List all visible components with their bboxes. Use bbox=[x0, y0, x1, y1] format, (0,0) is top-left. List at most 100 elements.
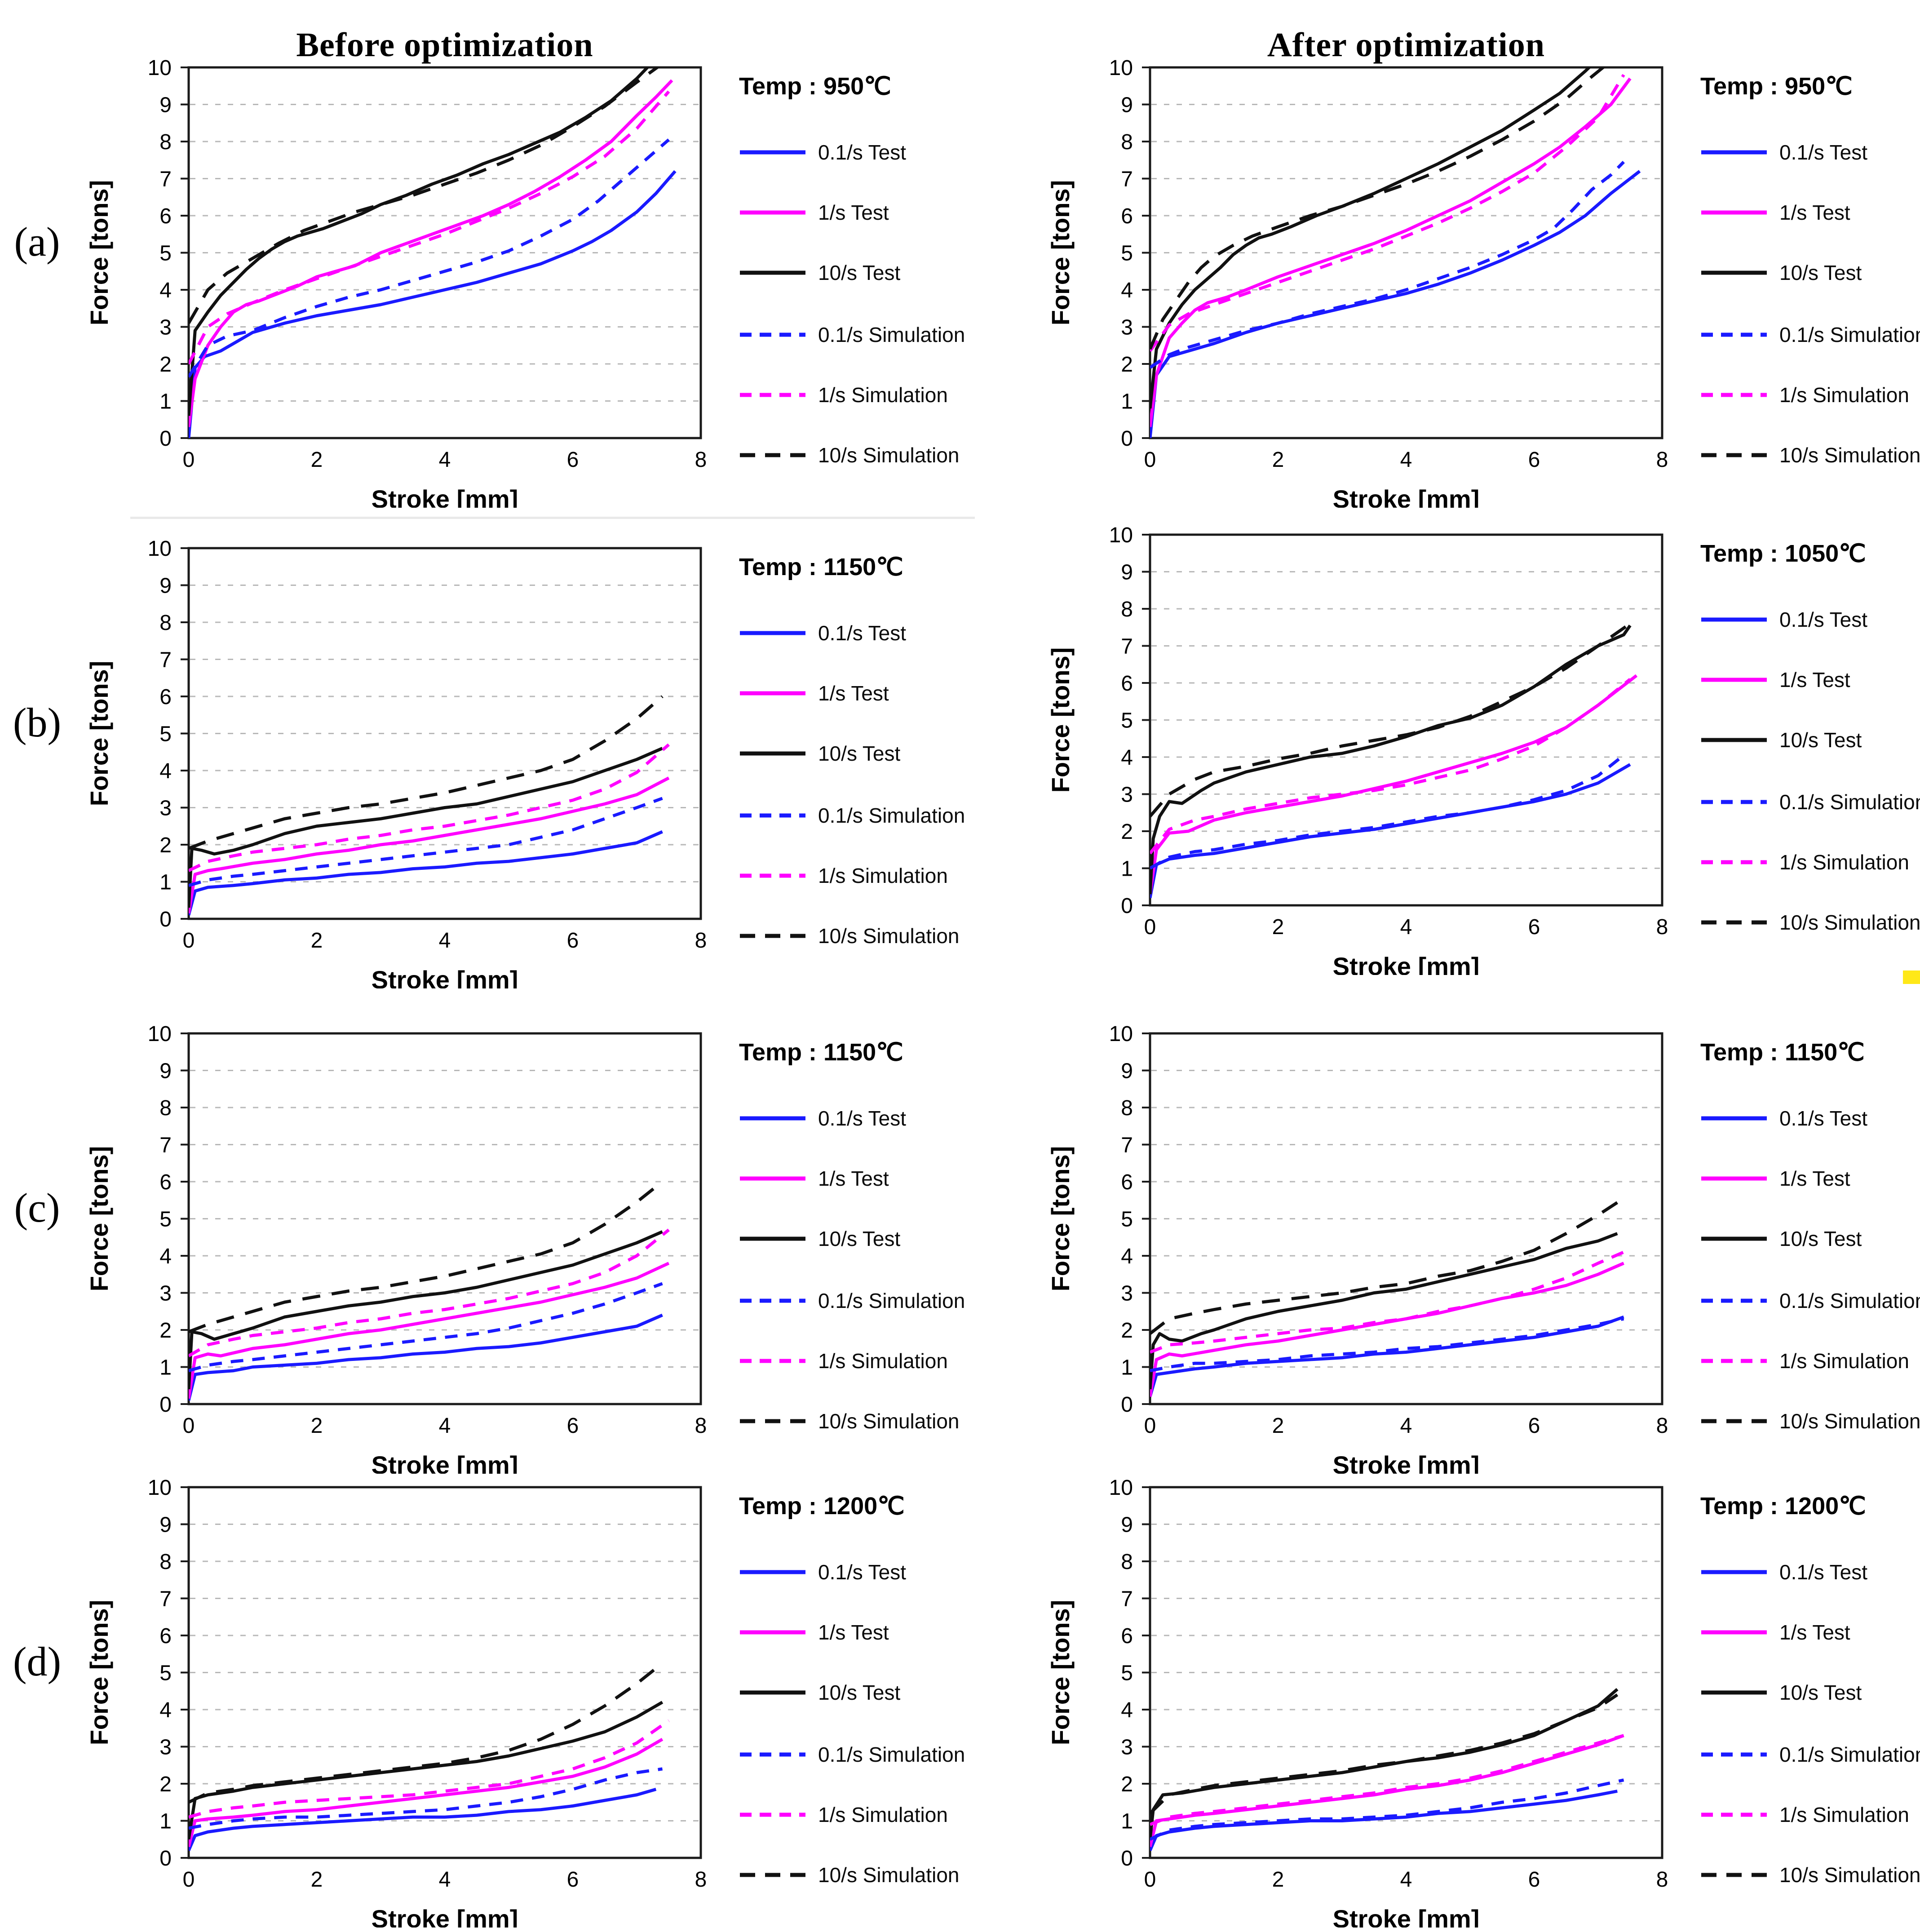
legend-item: 1/s Simulation bbox=[739, 855, 955, 896]
series-line-1-s-test bbox=[1150, 77, 1632, 427]
y-tick-label: 3 bbox=[1121, 1282, 1133, 1306]
x-tick-label: 8 bbox=[1656, 1414, 1668, 1438]
panel-c-after: 0 1 2 3 4 5 6 7 8 9 10 0 2 4 6 8 Stroke [mm] Force [tons]… bbox=[961, 1009, 1920, 1479]
series-line-1-s-simulation bbox=[1150, 74, 1625, 352]
y-tick-label: 9 bbox=[159, 1513, 172, 1537]
y-tick-label: 2 bbox=[159, 1319, 172, 1343]
before-optimization-title: Before optimization bbox=[296, 26, 593, 64]
y-tick-label: 10 bbox=[148, 1476, 172, 1500]
panel-d-after: 0 1 2 3 4 5 6 7 8 9 10 0 2 4 6 8 Stroke [mm] Force [tons]… bbox=[961, 1462, 1920, 1932]
legend-item: 0.1/s Simulation bbox=[1700, 314, 1920, 355]
legend-1-s-simulation-line-icon bbox=[740, 873, 805, 878]
y-tick-label: 3 bbox=[159, 1736, 172, 1759]
x-axis-label: Stroke [mm] bbox=[1333, 1905, 1480, 1928]
legend-10-s-simulation-line-icon bbox=[1701, 1419, 1767, 1423]
x-tick-label: 4 bbox=[439, 1868, 451, 1892]
y-axis: 0 1 2 3 4 5 6 7 8 9 10 bbox=[1109, 1022, 1150, 1417]
y-tick-label: 2 bbox=[159, 833, 172, 857]
after-optimization-title: After optimization bbox=[1267, 26, 1545, 64]
legend-1-s-test-line-icon bbox=[740, 691, 805, 696]
x-tick-label: 8 bbox=[695, 1868, 707, 1892]
y-tick-label: 0 bbox=[1121, 1847, 1133, 1870]
x-tick-label: 6 bbox=[567, 1868, 579, 1892]
y-tick-label: 10 bbox=[1109, 1022, 1133, 1046]
legend-item-label: 1/s Simulation bbox=[1779, 383, 1909, 407]
legend-item: 0.1/s Test bbox=[1700, 1098, 1916, 1139]
y-tick-label: 1 bbox=[159, 1810, 172, 1834]
legend-0-1-s-simulation-line-icon bbox=[740, 1752, 805, 1757]
series-line-1-s-test bbox=[189, 1737, 664, 1848]
legend-item: 1/s Simulation bbox=[1700, 1340, 1916, 1382]
legend-item-label: 1/s Test bbox=[1779, 201, 1850, 224]
x-axis-label: Stroke [mm] bbox=[372, 1905, 518, 1928]
legend-list: 0.1/s Test 1/s Test 10/s Test 0.1/s Simulat… bbox=[1700, 132, 1920, 476]
legend-10-s-simulation-line-icon bbox=[1701, 453, 1767, 457]
x-tick-label: 8 bbox=[1656, 1868, 1668, 1892]
legend-list: 0.1/s Test 1/s Test 10/s Test 0.1/s Simulat… bbox=[739, 132, 965, 476]
chart-b-after-plot: 0 1 2 3 4 5 6 7 8 9 10 0 2 4 6 8 Stroke [mm] Force [tons] bbox=[1038, 510, 1685, 980]
legend-list: 0.1/s Test 1/s Test 10/s Test 0.1/s Simulat… bbox=[1700, 599, 1920, 943]
y-tick-label: 2 bbox=[1121, 1772, 1133, 1796]
y-tick-label: 8 bbox=[1121, 598, 1133, 621]
y-tick-label: 0 bbox=[1121, 1393, 1133, 1417]
y-axis-label: Force [tons] bbox=[85, 1146, 113, 1292]
legend-0-1-s-simulation-line-icon bbox=[1701, 332, 1767, 337]
y-tick-label: 4 bbox=[1121, 279, 1133, 302]
y-axis: 0 1 2 3 4 5 6 7 8 9 10 bbox=[148, 1476, 189, 1870]
series-line-1-s-test bbox=[1150, 674, 1638, 895]
y-tick-label: 10 bbox=[1109, 56, 1133, 80]
y-tick-label: 3 bbox=[159, 1282, 172, 1306]
y-tick-label: 7 bbox=[1121, 168, 1133, 191]
series-line-1-s-simulation bbox=[189, 90, 670, 365]
y-tick-label: 9 bbox=[159, 574, 172, 598]
legend-item: 1/s Simulation bbox=[1700, 1794, 1916, 1835]
series-line-10-s-test bbox=[1150, 1232, 1618, 1390]
series-line-0-1-s-simulation bbox=[189, 138, 670, 378]
legend-item: 0.1/s Test bbox=[1700, 1551, 1916, 1593]
series-curves bbox=[189, 67, 677, 438]
y-tick-label: 2 bbox=[1121, 1319, 1133, 1343]
legend-item-label: 0.1/s Simulation bbox=[1779, 1289, 1920, 1312]
y-tick-label: 9 bbox=[159, 1059, 172, 1083]
legend-0-1-s-test-line-icon bbox=[1701, 617, 1767, 622]
legend-1-s-test-line-icon bbox=[1701, 1630, 1767, 1635]
series-line-1-s-test bbox=[1150, 1734, 1624, 1848]
legend-10-s-test-line-icon bbox=[1701, 738, 1767, 742]
legend-item: 10/s Simulation bbox=[1700, 434, 1920, 476]
legend-item-label: 10/s Test bbox=[818, 1681, 901, 1704]
legend-item-label: 1/s Test bbox=[818, 1167, 889, 1190]
y-tick-label: 4 bbox=[159, 1245, 172, 1268]
legend-item: 1/s Test bbox=[739, 192, 955, 233]
y-tick-label: 4 bbox=[1121, 746, 1133, 770]
y-tick-label: 3 bbox=[1121, 316, 1133, 340]
panel-d-before: (d) 0 1 2 3 4 5 6 7 8 9 10 0 2 4 6 8 Stroke [mm] Force [t… bbox=[0, 1462, 965, 1932]
x-tick-label: 4 bbox=[439, 448, 451, 472]
chart-c-after-plot: 0 1 2 3 4 5 6 7 8 9 10 0 2 4 6 8 Stroke [mm] Force [tons] bbox=[1038, 1009, 1685, 1479]
plot-frame bbox=[187, 66, 702, 439]
y-tick-label: 8 bbox=[1121, 1096, 1133, 1120]
legend-10-s-simulation-line-icon bbox=[740, 1419, 805, 1423]
series-line-10-s-test bbox=[189, 1701, 664, 1840]
legend-item-label: 10/s Simulation bbox=[1779, 911, 1920, 934]
legend-list: 0.1/s Test 1/s Test 10/s Test 0.1/s Simulat… bbox=[739, 1551, 965, 1896]
legend-item: 10/s Simulation bbox=[1700, 902, 1920, 943]
y-tick-label: 6 bbox=[159, 685, 172, 709]
x-axis: 0 2 4 6 8 bbox=[183, 1868, 707, 1892]
legend-list: 0.1/s Test 1/s Test 10/s Test 0.1/s Simulat… bbox=[1700, 1098, 1920, 1442]
y-tick-label: 7 bbox=[159, 1134, 172, 1157]
y-tick-label: 7 bbox=[159, 648, 172, 672]
y-axis-label: Force [tons] bbox=[85, 180, 113, 326]
series-curves bbox=[1150, 1197, 1625, 1397]
x-axis: 0 2 4 6 8 bbox=[183, 1414, 707, 1438]
plot-frame bbox=[1149, 533, 1663, 907]
x-tick-label: 8 bbox=[695, 1414, 707, 1438]
legend-item: 1/s Test bbox=[739, 1612, 955, 1653]
panel-a-after: 0 1 2 3 4 5 6 7 8 9 10 0 2 4 6 8 Stroke [mm] Force [tons]… bbox=[961, 43, 1920, 513]
temp-label: Temp : 1050℃ bbox=[1700, 540, 1866, 567]
series-line-10-s-simulation bbox=[1150, 622, 1631, 818]
plot-frame bbox=[187, 547, 702, 920]
legend-item-label: 10/s Test bbox=[818, 1227, 901, 1250]
y-tick-label: 10 bbox=[148, 537, 172, 561]
series-line-1-s-simulation bbox=[189, 1719, 670, 1819]
